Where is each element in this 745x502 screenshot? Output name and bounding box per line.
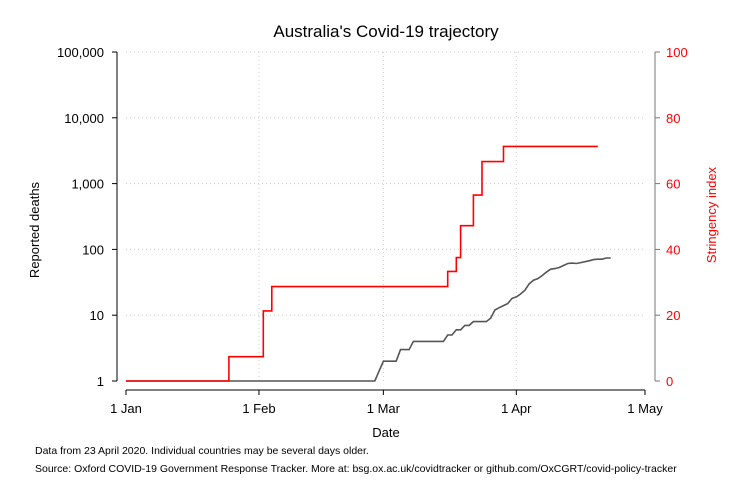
y-right-tick-label: 60 [666, 177, 680, 192]
y-left-tick-label: 10 [90, 308, 104, 323]
series [126, 145, 611, 382]
y-left-tick-label: 10,000 [64, 111, 104, 126]
x-tick-label: 1 May [627, 401, 663, 416]
y-right-tick-label: 40 [666, 242, 680, 257]
x-tick-label: 1 Mar [367, 401, 401, 416]
x-tick-label: 1 Feb [242, 401, 275, 416]
y-right-tick-label: 80 [666, 111, 680, 126]
x-axis-label: Date [372, 425, 399, 440]
chart-title: Australia's Covid-19 trajectory [273, 22, 499, 41]
stringency-line [126, 145, 598, 382]
footnote-source: Source: Oxford COVID-19 Government Respo… [35, 463, 677, 475]
y-right-tick-label: 20 [666, 308, 680, 323]
y-axis-right-label: Stringency index [704, 166, 719, 263]
y-right-tick-label: 0 [666, 374, 673, 389]
y-left-tick-label: 100 [82, 242, 104, 257]
y-left-tick-label: 1 [97, 374, 104, 389]
footnote-data-date: Data from 23 April 2020. Individual coun… [35, 445, 369, 457]
y-axis-left-label: Reported deaths [27, 181, 42, 278]
y-right-tick-label: 100 [666, 45, 688, 60]
y-left-tick-label: 100,000 [57, 45, 104, 60]
deaths-line [126, 257, 611, 382]
axes: 1 10 100 1,000 10,000 100,000 0 20 40 60 80 100 1 Ja… [57, 45, 688, 416]
x-tick-label: 1 Jan [110, 401, 142, 416]
y-left-tick-label: 1,000 [71, 177, 104, 192]
grid [126, 51, 645, 381]
x-tick-label: 1 Apr [501, 401, 532, 416]
